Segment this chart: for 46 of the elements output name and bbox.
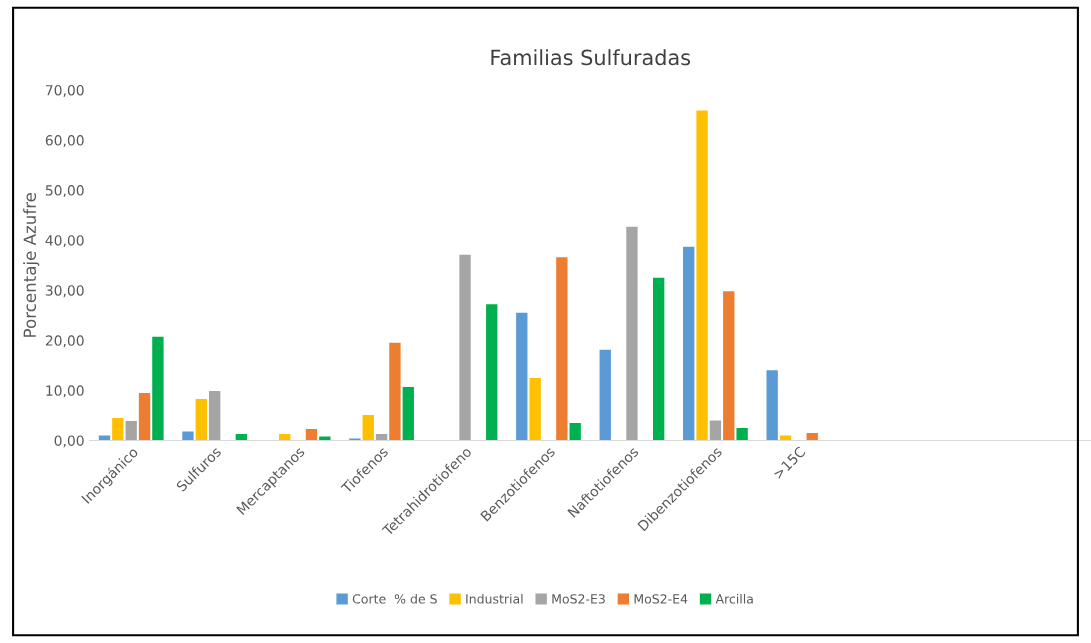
bar — [806, 432, 818, 441]
y-tick-label: 60,00 — [45, 135, 84, 147]
bar — [112, 417, 124, 441]
bar — [696, 110, 708, 441]
bar — [459, 254, 471, 441]
bar — [516, 312, 528, 441]
bar — [402, 386, 414, 441]
bar — [736, 427, 748, 441]
y-tick-label: 0,00 — [54, 435, 84, 448]
legend-label: MoS2-E3 — [552, 594, 605, 604]
chart-title: Familias Sulfuradas — [491, 49, 691, 66]
bar — [389, 342, 401, 441]
y-tick-label: 10,00 — [46, 385, 84, 398]
bar — [125, 420, 137, 441]
bar — [709, 420, 722, 441]
bar — [362, 414, 374, 441]
bar — [766, 370, 778, 441]
y-axis-title: Porcentaje Azufre — [23, 192, 40, 337]
bar — [208, 390, 221, 441]
bar — [182, 431, 194, 441]
bar — [683, 246, 695, 441]
bar — [556, 257, 568, 441]
bar — [779, 435, 792, 441]
bar — [319, 436, 331, 441]
bar — [305, 428, 318, 441]
y-tick-label: 70,00 — [45, 84, 84, 97]
bar — [626, 226, 638, 441]
y-tick-label: 50,00 — [45, 185, 84, 198]
bar — [195, 398, 207, 441]
legend-label: Corte % de S — [352, 593, 437, 604]
legend-label: MoS2-E4 — [634, 594, 688, 604]
bar — [723, 291, 735, 441]
bar — [152, 336, 164, 441]
y-tick-label: 30,00 — [45, 285, 84, 298]
bar — [599, 349, 611, 441]
y-tick-label: 40,00 — [45, 235, 84, 248]
legend-label: Industrial — [466, 593, 523, 604]
bar — [349, 438, 361, 441]
bar — [486, 304, 498, 441]
y-tick-label: 20,00 — [45, 335, 84, 348]
bar — [652, 277, 665, 441]
bar — [569, 422, 581, 441]
bar — [529, 377, 541, 441]
bar — [138, 392, 151, 441]
bar — [98, 435, 111, 441]
legend-label: Arcilla — [715, 593, 753, 604]
